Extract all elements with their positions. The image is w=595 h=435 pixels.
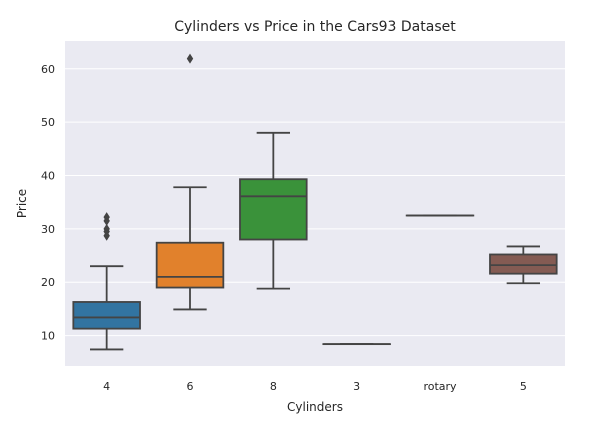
y-tick-label: 10 — [41, 330, 55, 343]
box-group — [72, 212, 141, 351]
box-body — [239, 178, 308, 241]
chart-title: Cylinders vs Price in the Cars93 Dataset — [174, 19, 456, 35]
outlier-point — [103, 223, 110, 234]
box-group — [489, 245, 558, 285]
x-tick-label: 3 — [353, 380, 360, 393]
box-body — [155, 241, 225, 289]
x-tick-label: 4 — [103, 380, 110, 393]
box-body — [72, 301, 141, 330]
y-tick-label: 60 — [41, 63, 55, 76]
x-axis-label: Cylinders — [287, 400, 343, 414]
boxes — [72, 53, 558, 351]
y-tick-label: 40 — [41, 169, 55, 182]
y-tick-label: 20 — [41, 276, 55, 289]
x-tick-label: 6 — [187, 380, 194, 393]
box-body — [489, 253, 558, 275]
y-tick-label: 30 — [41, 223, 55, 236]
x-tick-label: 5 — [520, 380, 527, 393]
y-axis-ticks: 10 20 30 40 50 60 — [41, 63, 55, 343]
x-axis-ticks: 4 6 8 3 rotary 5 — [103, 380, 527, 393]
box-group — [155, 53, 225, 311]
y-axis-label: Price — [15, 189, 29, 218]
outlier-point — [103, 212, 110, 223]
outlier-point — [186, 53, 194, 64]
x-tick-label: rotary — [423, 380, 457, 393]
box-group — [239, 131, 308, 290]
plot-area — [65, 41, 565, 366]
grid-lines — [65, 68, 565, 337]
y-tick-label: 50 — [41, 116, 55, 129]
x-tick-label: 8 — [270, 380, 277, 393]
